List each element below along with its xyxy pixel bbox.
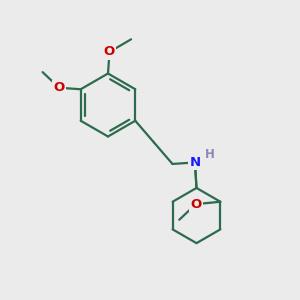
Text: O: O <box>53 81 65 94</box>
Text: H: H <box>205 148 214 160</box>
Text: O: O <box>104 45 115 58</box>
Text: O: O <box>190 198 201 211</box>
Text: N: N <box>189 156 200 169</box>
